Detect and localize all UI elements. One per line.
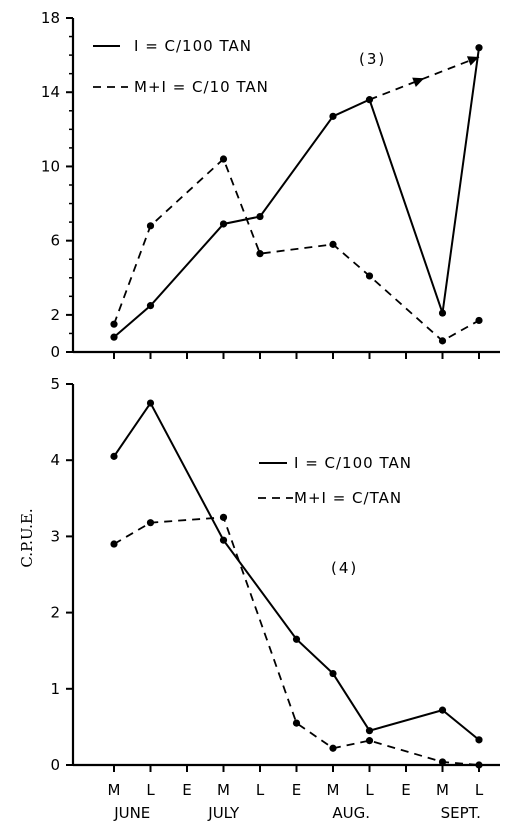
panel-4-dashed-series-point [438,758,447,766]
arrowhead-icon [412,77,425,87]
x-tick-label: L [146,781,155,799]
y-tick-label: 4 [50,451,60,469]
panel-3-dashed-series-line [113,157,480,342]
panel-4-dashed-series-point [475,761,483,769]
panel-3-dashed-series-point [475,316,483,325]
y-tick-label: 18 [41,9,60,27]
panel-3-dashed-series-point [219,155,228,163]
x-tick-label: E [292,781,301,799]
panel-4-dashed-series-point [365,737,374,745]
legend-dashed-label: M+I = C/10 TAN [134,78,269,96]
y-tick-label: 10 [41,157,60,175]
panel-4-solid-series-point [219,536,228,544]
panel-3-dashed-series-point [146,222,155,230]
panel-3-solid-series-point [110,333,118,341]
panel-3-solid-series-line [113,47,480,338]
panel-3-solid-series-point [146,302,155,310]
y-tick-label: 2 [50,604,60,622]
panel-4-solid-series-point [110,452,118,460]
y-tick-label: 3 [50,527,60,545]
panel-4-label: (4) [331,559,358,577]
y-axis-label: C.P.U.E. [18,508,36,567]
panel-4-dashed-series-point [292,719,301,727]
panel-3-legend: I = C/100 TAN M+I = C/10 TAN [93,37,269,96]
panel-3-dashed-series-point [438,337,447,345]
panel-3-label: (3) [359,50,386,68]
month-label: JUNE [113,804,150,822]
panel-4-dashed-series-point [219,513,228,521]
legend-solid-label: I = C/100 TAN [294,454,412,472]
panel-4-legend: I = C/100 TAN M+I = C/TAN [258,454,412,507]
legend-solid-label: I = C/100 TAN [134,37,252,55]
x-tick-label: L [365,781,374,799]
arrowhead-icon [466,56,479,66]
y-tick-label: 14 [41,83,60,101]
panel-3-solid-series-point [475,44,483,52]
month-label: AUG. [332,804,370,822]
panel-4-solid-series-point [438,706,447,714]
x-tick-label: E [401,781,410,799]
panel-3-solid-series-point [438,309,447,317]
legend-dashed-label: M+I = C/TAN [294,489,402,507]
panel-4-dashed-series-point [329,744,337,752]
y-tick-label: 6 [50,232,60,250]
x-tick-label: M [436,781,449,799]
panel-4-solid-series-point [146,399,155,407]
panel-4-solid-series-point [329,669,337,678]
panel-4-solid-series-point [475,736,483,744]
panel-4-solid-series-point [292,635,301,643]
panel-3-dashed-series-point [110,320,118,328]
x-tick-label: M [217,781,230,799]
panel-4: 0 1 2 3 4 5 M L E M L E M L E M L (4) C.P.U.E. I = C/10… [18,375,500,822]
panel-4-solid-series-line [113,401,480,741]
panel-4-dashed-series-point [146,519,155,527]
panel-3-solid-series-point [219,220,228,228]
x-tick-label: L [256,781,265,799]
month-label: JULY [207,804,240,822]
y-tick-label: 1 [50,680,60,698]
panel-4-dashed-series-line [113,516,480,766]
y-tick-label: 0 [50,756,60,774]
x-tick-label: M [108,781,121,799]
y-tick-label: 5 [50,375,60,393]
y-tick-label: 0 [50,343,60,361]
panel-3-solid-series-point [256,212,264,221]
panel-4-dashed-series-point [110,540,118,548]
panel-3-dashed-series-point [256,250,264,258]
panel-4-solid-series-point [365,727,374,735]
panel-3-dashed-series-point [329,240,337,248]
panel-3-solid-series-point [329,112,337,120]
month-label: SEPT. [441,804,481,822]
panel-3-dashed-series-point [365,272,374,280]
x-tick-label: L [475,781,484,799]
y-tick-label: 2 [50,306,60,324]
panel-3: 0 2 6 10 14 18 (3) I = C/100 TAN M+I = C/10 T… [41,9,500,361]
x-tick-label: M [327,781,340,799]
x-tick-label: E [182,781,191,799]
